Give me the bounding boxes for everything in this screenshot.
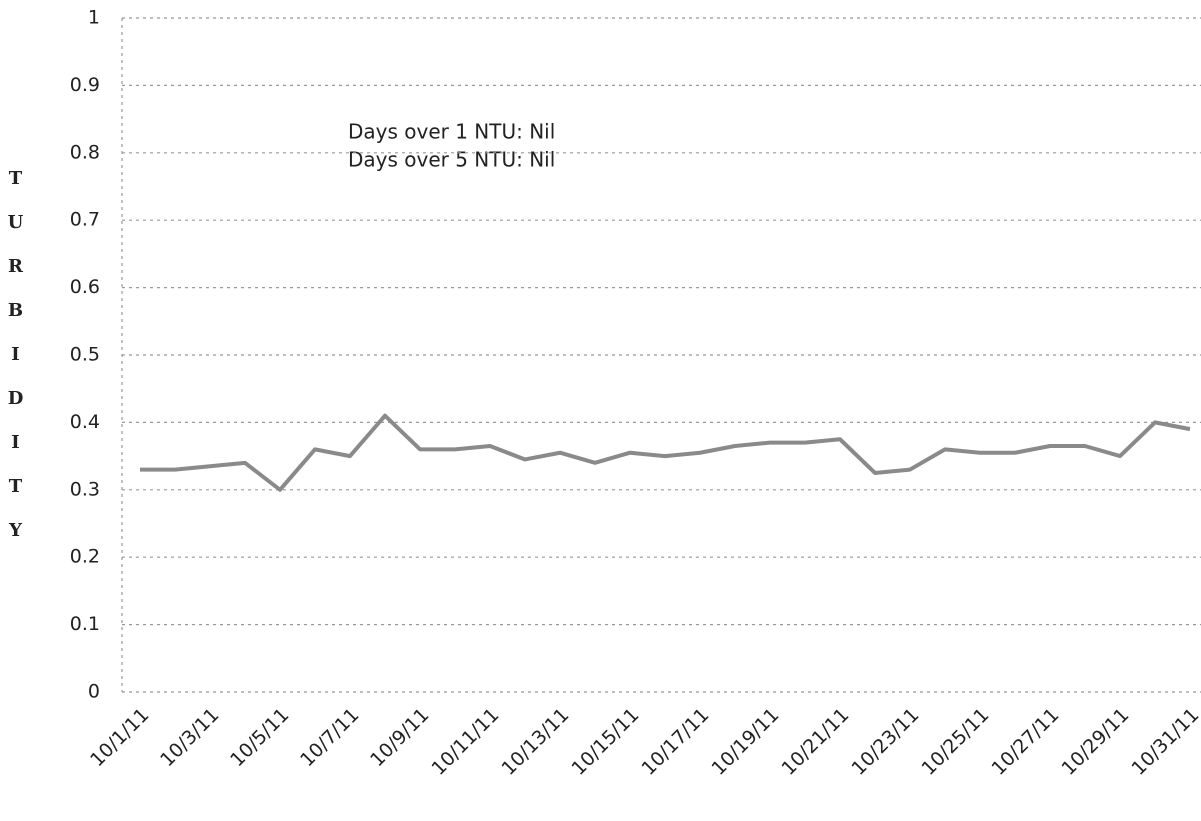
x-tick-label: 10/23/11 xyxy=(848,704,924,780)
y-axis-label: TURBIDITY xyxy=(5,168,26,564)
x-tick-label: 10/15/11 xyxy=(568,704,644,780)
x-tick-label: 10/27/11 xyxy=(988,704,1064,780)
x-tick-label: 10/21/11 xyxy=(778,704,854,780)
y-tick-label: 0.4 xyxy=(70,411,100,433)
annotation: Days over 1 NTU: Nil xyxy=(348,120,555,144)
y-tick-label: 0.9 xyxy=(70,74,100,96)
y-tick-label: 0.5 xyxy=(70,344,100,366)
x-tick-label: 10/17/11 xyxy=(638,704,714,780)
x-tick-label: 10/5/11 xyxy=(226,704,293,771)
x-tick-label: 10/3/11 xyxy=(156,704,223,771)
y-tick-label: 0.3 xyxy=(70,478,100,500)
x-tick-label: 10/9/11 xyxy=(366,704,433,771)
y-tick-label: 0.8 xyxy=(70,141,100,163)
y-tick-label: 0 xyxy=(88,681,100,703)
annotation: Days over 5 NTU: Nil xyxy=(348,148,555,172)
y-tick-label: 0.1 xyxy=(70,613,100,635)
y-tick-label: 0.7 xyxy=(70,209,100,231)
x-tick-label: 10/13/11 xyxy=(498,704,574,780)
x-tick-label: 10/19/11 xyxy=(708,704,784,780)
x-tick-label: 10/7/11 xyxy=(296,704,363,771)
x-tick-label: 10/31/11 xyxy=(1128,704,1201,780)
x-tick-label: 10/11/11 xyxy=(428,704,504,780)
data-line xyxy=(140,413,1191,492)
y-tick-label: 0.6 xyxy=(70,276,100,298)
x-tick-label: 10/25/11 xyxy=(918,704,994,780)
x-tick-label: 10/29/11 xyxy=(1058,704,1134,780)
x-tick-label: 10/1/11 xyxy=(86,704,153,771)
y-tick-label: 1 xyxy=(88,7,100,29)
y-tick-label: 0.2 xyxy=(70,546,100,568)
